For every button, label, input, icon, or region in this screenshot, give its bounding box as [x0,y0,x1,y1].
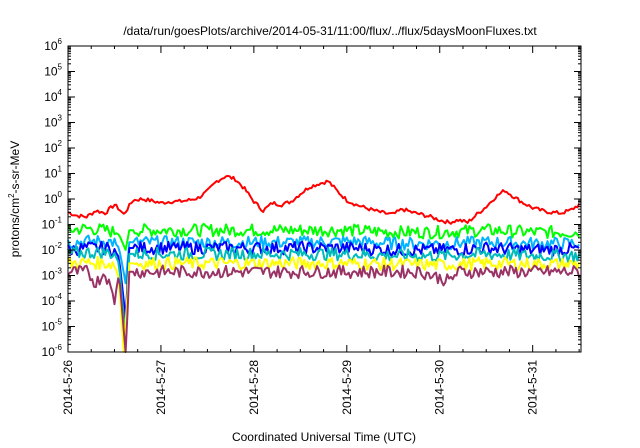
y-tick-label: 104 [44,88,62,104]
y-axis-label: protons/cm2-s-sr-MeV [7,141,22,257]
x-tick-label: 2014-5-31 [526,360,540,415]
y-tick-label: 102 [44,139,62,155]
x-tick-label: 2014-5-28 [247,360,261,415]
series-line [67,264,581,353]
y-tick-label: 10-4 [42,292,63,308]
y-tick-label: 105 [44,63,62,79]
plot-series [67,174,581,353]
y-tick-label: 10-3 [42,267,63,283]
y-tick-label: 10-5 [42,318,63,334]
x-tick-label: 2014-5-30 [433,360,447,415]
x-tick-label: 2014-5-29 [340,360,354,415]
chart-title: /data/run/goesPlots/archive/2014-05-31/1… [123,24,537,38]
y-axis: 10-6 10-5 10-4 10-3 10-2 10-1 100 101 102 103 104 1… [42,37,581,359]
y-tick-label: 10-2 [42,241,63,257]
plot-frame [67,45,582,353]
series-line [67,174,580,225]
x-tick-label: 2014-5-27 [154,360,168,415]
x-tick-label: 2014-5-26 [61,360,75,415]
y-tick-label: 103 [44,114,62,130]
y-tick-label: 100 [44,190,62,206]
series-line [67,234,580,285]
x-axis-label: Coordinated Universal Time (UTC) [232,430,416,444]
y-axis-label-rest: -s-sr-MeV [8,141,22,194]
x-axis: 2014-5-26 2014-5-27 2014-5-28 2014-5-29 2014… [61,46,580,415]
y-tick-label: 106 [44,37,62,53]
series-line [67,255,581,353]
y-tick-label: 10-1 [42,216,63,232]
y-axis-label-sup: 2 [7,193,16,198]
y-tick-label: 10-6 [42,343,63,359]
y-tick-label: 101 [44,165,62,181]
series-line [67,240,580,320]
y-axis-label-base: protons/cm [8,198,22,257]
series-line [67,222,580,251]
